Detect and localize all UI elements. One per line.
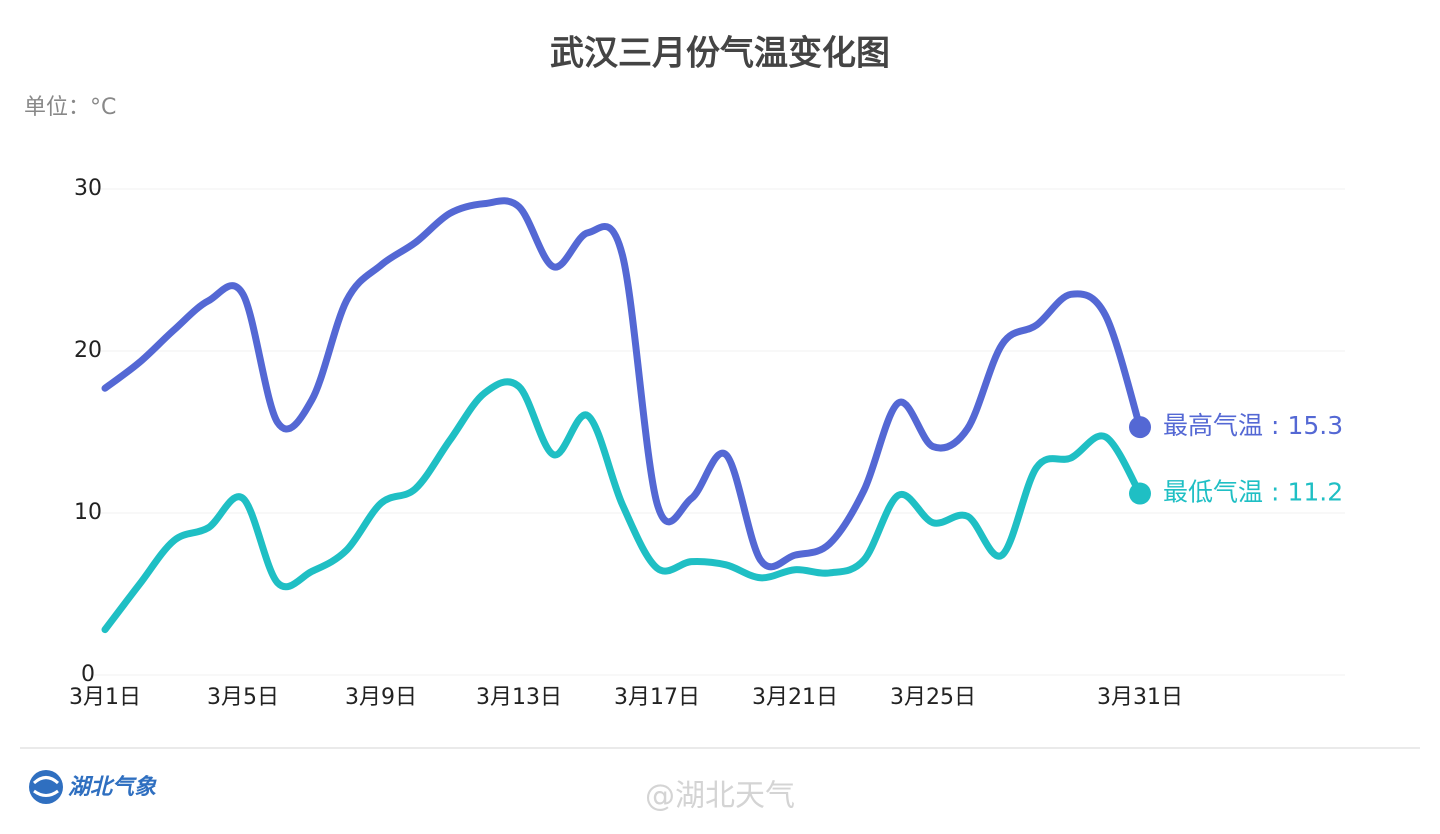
watermark: @湖北天气	[645, 779, 795, 814]
value-label: 11.2	[1287, 478, 1343, 507]
chart-title: 武汉三月份气温变化图	[550, 34, 890, 74]
x-tick-label: 3月1日	[69, 685, 141, 710]
y-tick-label: 20	[74, 338, 102, 363]
logo: 湖北气象	[29, 770, 157, 804]
label-separator: :	[1271, 478, 1279, 507]
legend-name: 最高气温	[1163, 411, 1263, 440]
logo-icon-swoosh	[32, 776, 60, 797]
y-tick-label: 30	[74, 176, 102, 201]
legend-name: 最低气温	[1163, 478, 1263, 507]
x-tick-label: 3月13日	[476, 685, 562, 710]
unit-label: 单位：°C	[24, 95, 116, 120]
y-tick-label: 10	[74, 500, 102, 525]
end-point	[1129, 482, 1151, 505]
x-tick-label: 3月5日	[207, 685, 279, 710]
x-tick-label: 3月31日	[1097, 685, 1183, 710]
series-line	[101, 378, 1144, 634]
end-point	[1129, 416, 1151, 439]
logo-icon	[29, 770, 63, 804]
end-label: 最高气温:15.3	[1163, 411, 1343, 440]
label-separator: :	[1271, 411, 1279, 440]
end-label: 最低气温:11.2	[1163, 478, 1343, 507]
value-label: 15.3	[1287, 411, 1343, 440]
logo-text: 湖北气象	[68, 774, 157, 800]
x-tick-label: 3月25日	[890, 685, 976, 710]
y-tick-label: 0	[81, 662, 95, 687]
x-tick-label: 3月9日	[345, 685, 417, 710]
series-line	[101, 197, 1144, 571]
x-tick-label: 3月17日	[614, 685, 700, 710]
x-tick-label: 3月21日	[752, 685, 838, 710]
